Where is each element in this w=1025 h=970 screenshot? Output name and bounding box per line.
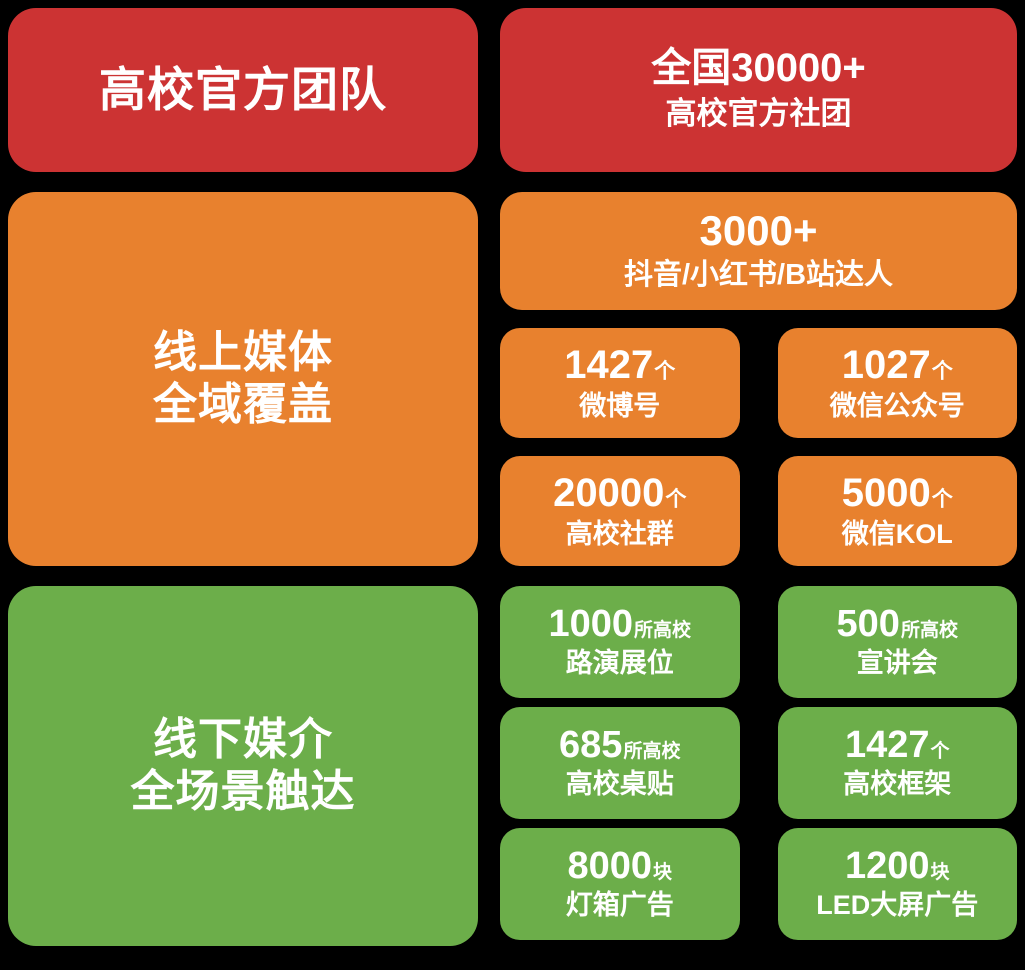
stat-number-campus-frame: 1427 [844, 724, 930, 767]
cluster-offline-media: 1000 所高校 路演展位 500 所高校 宣讲会 685 所高校 高校桌贴 [500, 586, 1017, 946]
stat-row-offline-2: 685 所高校 高校桌贴 1427 个 高校框架 [500, 707, 1017, 819]
stat-label-kol-creators: 抖音/小红书/B站达人 [623, 259, 894, 292]
stat-value-led-screen-ad: 1200 块 [845, 847, 950, 885]
cluster-online-media: 3000+ 抖音/小红书/B站达人 1427 个 微博号 1027 个 微信公众号 [500, 192, 1017, 566]
hero-card-offline-media: 线下媒介 全场景触达 [8, 586, 478, 946]
stat-label-wechat-kol: 微信KOL [841, 518, 953, 549]
stat-card-wechat-kol: 5000 个 微信KOL [777, 456, 1017, 566]
stat-value-campus-frame: 1427 个 [845, 726, 950, 764]
stat-number-wechat-kol: 5000 [841, 470, 931, 515]
stat-unit-desk-sticker: 所高校 [623, 741, 681, 763]
hero-card-official-team: 高校官方团队 [8, 8, 478, 172]
stat-row-online-1: 1427 个 微博号 1027 个 微信公众号 [500, 328, 1017, 438]
stat-label-wechat-official: 微信公众号 [829, 390, 965, 421]
section-offline-media: 线下媒介 全场景触达 1000 所高校 路演展位 500 所高校 宣讲会 [8, 586, 1017, 946]
hero-title-official-team: 高校官方团队 [99, 63, 387, 117]
stat-number-roadshow-booth: 1000 [548, 603, 634, 646]
stat-value-weibo: 1427 个 [564, 345, 675, 385]
stat-value-kol-creators: 3000+ [699, 207, 818, 255]
stat-label-lightbox-ad: 灯箱广告 [565, 890, 674, 921]
stat-row-offline-3: 8000 块 灯箱广告 1200 块 LED大屏广告 [500, 828, 1017, 940]
stat-value-desk-sticker: 685 所高校 [559, 726, 680, 764]
stat-value-campus-groups: 20000 个 [553, 473, 686, 513]
stat-number-desk-sticker: 685 [559, 724, 623, 767]
hero-card-online-media: 线上媒体 全域覆盖 [8, 192, 478, 566]
cluster-official-team: 全国30000+ 高校官方社团 [500, 8, 1017, 172]
stat-unit-roadshow-booth: 所高校 [634, 620, 692, 642]
stat-unit-wechat-official: 个 [931, 359, 953, 383]
stat-value-wechat-official: 1027 个 [842, 345, 953, 385]
stat-card-campus-frame: 1427 个 高校框架 [777, 707, 1017, 819]
stat-card-weibo: 1427 个 微博号 [500, 328, 740, 438]
stat-number-lightbox-ad: 8000 [567, 845, 653, 888]
stat-row-offline-1: 1000 所高校 路演展位 500 所高校 宣讲会 [500, 586, 1017, 698]
stat-number-campus-groups: 20000 [553, 470, 665, 515]
stat-unit-info-session: 所高校 [900, 620, 958, 642]
stat-label-roadshow-booth: 路演展位 [565, 648, 674, 679]
stat-card-campus-groups: 20000 个 高校社群 [500, 456, 740, 566]
section-online-media: 线上媒体 全域覆盖 3000+ 抖音/小红书/B站达人 1427 个 微博号 10… [8, 192, 1017, 566]
stat-unit-lightbox-ad: 块 [653, 862, 673, 884]
stat-label-official-clubs: 高校官方社团 [665, 96, 852, 132]
stat-value-roadshow-booth: 1000 所高校 [548, 605, 691, 643]
stat-value-official-clubs: 全国30000+ [651, 46, 866, 91]
stat-label-campus-groups: 高校社群 [565, 518, 674, 549]
stat-card-info-session: 500 所高校 宣讲会 [777, 586, 1017, 698]
hero-title-offline-media: 线下媒介 全场景触达 [130, 715, 356, 816]
stat-unit-led-screen-ad: 块 [930, 862, 950, 884]
stat-unit-weibo: 个 [654, 359, 676, 383]
hero-title-online-media: 线上媒体 全域覆盖 [153, 328, 333, 429]
stat-card-lightbox-ad: 8000 块 灯箱广告 [500, 828, 740, 940]
stat-number-weibo: 1427 [564, 342, 654, 387]
stat-value-wechat-kol: 5000 个 [842, 473, 953, 513]
stat-card-desk-sticker: 685 所高校 高校桌贴 [500, 707, 740, 819]
stat-card-official-clubs: 全国30000+ 高校官方社团 [500, 8, 1017, 172]
stat-card-led-screen-ad: 1200 块 LED大屏广告 [777, 828, 1017, 940]
stat-value-info-session: 500 所高校 [837, 605, 958, 643]
stat-label-info-session: 宣讲会 [856, 648, 938, 679]
stat-number-info-session: 500 [836, 603, 900, 646]
stat-value-lightbox-ad: 8000 块 [567, 847, 672, 885]
section-official-team: 高校官方团队 全国30000+ 高校官方社团 [8, 8, 1017, 172]
stat-card-kol-creators: 3000+ 抖音/小红书/B站达人 [500, 192, 1017, 310]
stat-row-online-2: 20000 个 高校社群 5000 个 微信KOL [500, 456, 1017, 566]
stat-label-campus-frame: 高校框架 [843, 769, 952, 800]
stat-card-wechat-official: 1027 个 微信公众号 [777, 328, 1017, 438]
stat-card-roadshow-booth: 1000 所高校 路演展位 [500, 586, 740, 698]
stat-label-led-screen-ad: LED大屏广告 [816, 890, 979, 921]
stat-label-weibo: 微博号 [579, 390, 661, 421]
stat-unit-campus-groups: 个 [665, 487, 687, 511]
stat-unit-wechat-kol: 个 [931, 487, 953, 511]
stat-unit-campus-frame: 个 [930, 741, 950, 763]
stat-label-desk-sticker: 高校桌贴 [565, 769, 674, 800]
stat-number-led-screen-ad: 1200 [844, 845, 930, 888]
stat-number-wechat-official: 1027 [841, 342, 931, 387]
